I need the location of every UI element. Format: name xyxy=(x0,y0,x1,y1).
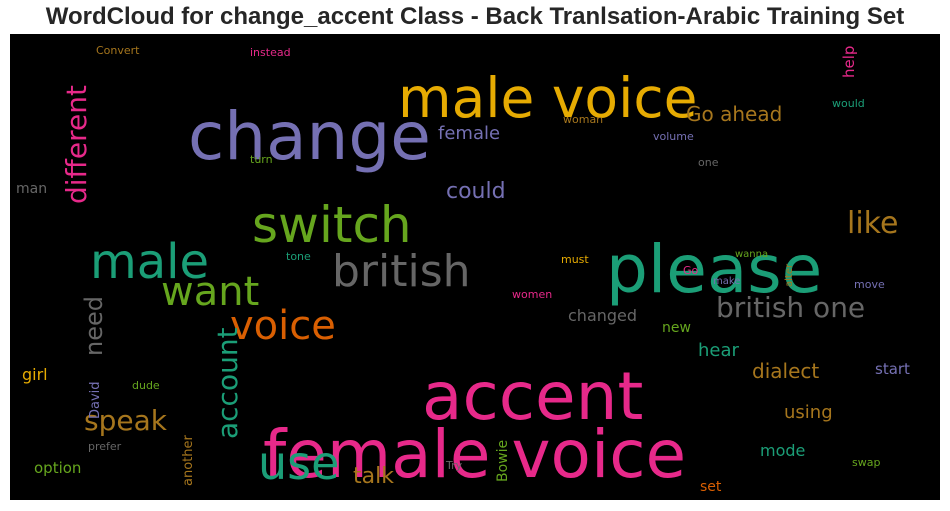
word-women: women xyxy=(512,288,552,301)
word-male: male xyxy=(90,234,209,290)
word-british-one: british one xyxy=(716,291,865,324)
word-wanna: wanna xyxy=(735,249,768,260)
word-tone: tone xyxy=(286,250,311,263)
word-switch: switch xyxy=(252,196,412,254)
word-account: account xyxy=(211,327,244,439)
word-would: would xyxy=(832,97,865,110)
word-turn: turn xyxy=(250,153,273,166)
word-need: need xyxy=(80,296,108,356)
word-mode: mode xyxy=(760,441,805,460)
word-set: set xyxy=(700,479,722,495)
word-instead: instead xyxy=(250,46,291,59)
word-bowie: Bowie xyxy=(495,440,511,482)
word-new: new xyxy=(662,320,691,336)
word-british: british xyxy=(332,246,471,297)
word-female: female xyxy=(438,123,500,144)
word-move: move xyxy=(854,278,885,291)
word-swap: swap xyxy=(852,456,880,469)
word-like: like xyxy=(847,206,898,241)
word-convert: Convert xyxy=(96,44,140,57)
word-voice: voice xyxy=(230,303,336,349)
word-different: different xyxy=(60,85,93,204)
word-use: use xyxy=(258,436,339,490)
word-male-voice: male voice xyxy=(398,66,697,130)
word-prefer: prefer xyxy=(88,440,122,453)
word-talk: talk xyxy=(353,464,394,489)
wordcloud-canvas: change accent female voice please male voice… xyxy=(10,34,940,500)
word-option: option xyxy=(34,459,81,477)
word-david: David xyxy=(88,381,103,419)
word-please: please xyxy=(606,231,822,308)
word-woman: woman xyxy=(563,113,603,126)
word-change: change xyxy=(188,98,431,175)
word-go-ahead: Go ahead xyxy=(686,102,782,126)
word-man: man xyxy=(16,181,47,197)
word-must: must xyxy=(561,253,589,266)
word-try: Try xyxy=(445,459,463,472)
word-help: help xyxy=(840,46,858,78)
word-hear: hear xyxy=(698,340,740,361)
word-volume: volume xyxy=(653,130,694,143)
word-go: Go xyxy=(683,264,699,277)
word-make: make xyxy=(713,276,740,287)
word-accent: accent xyxy=(422,358,643,435)
word-dude: dude xyxy=(132,379,160,392)
word-changed: changed xyxy=(568,306,637,325)
word-female-voice: female voice xyxy=(263,416,686,493)
word-alter: alter xyxy=(784,263,795,287)
word-dialect: dialect xyxy=(752,359,819,383)
word-one: one xyxy=(698,156,719,169)
word-could: could xyxy=(446,179,506,204)
word-want: want xyxy=(161,269,259,315)
chart-title: WordCloud for change_accent Class - Back… xyxy=(45,3,905,30)
word-using: using xyxy=(784,402,833,423)
word-speak: speak xyxy=(84,404,168,437)
word-start: start xyxy=(875,360,910,378)
word-girl: girl xyxy=(22,365,48,384)
word-another: another xyxy=(181,435,196,486)
